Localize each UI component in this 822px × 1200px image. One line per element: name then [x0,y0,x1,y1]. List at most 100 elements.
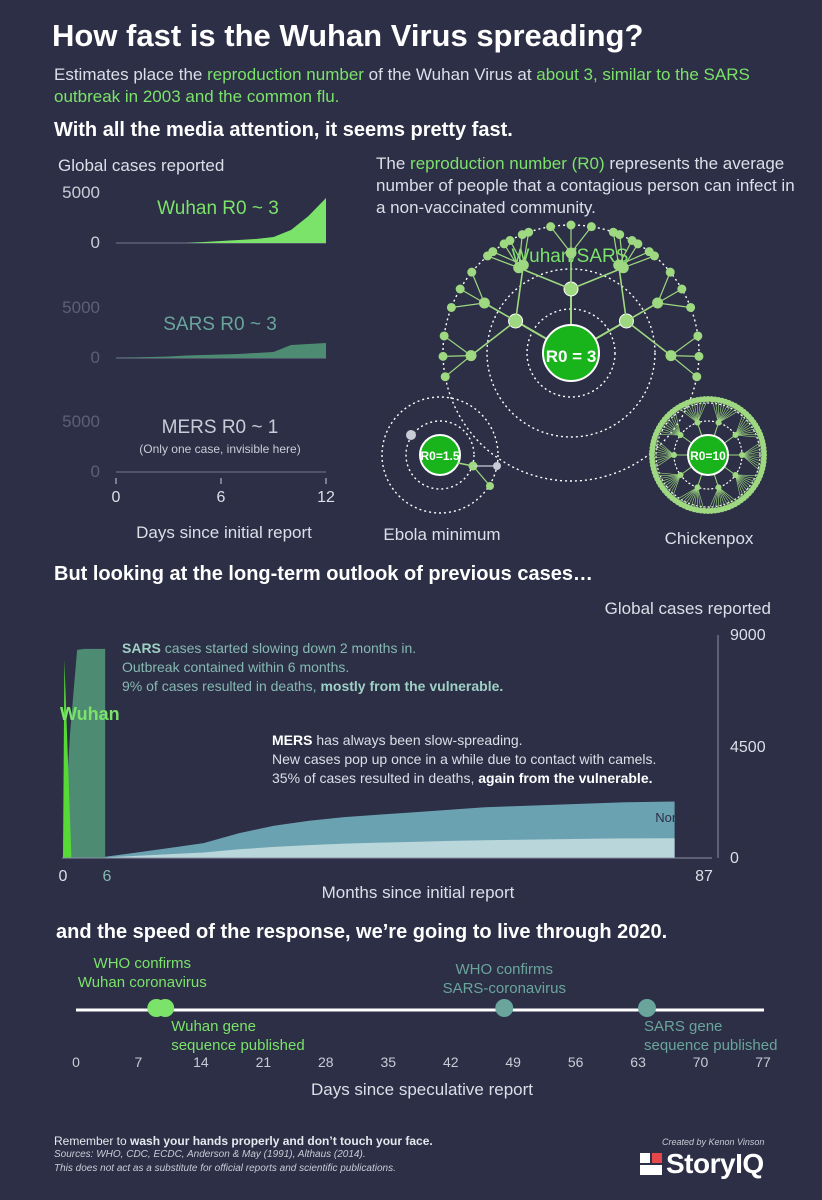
ring [526,308,616,398]
edge [664,474,681,491]
edge [697,399,705,423]
small-charts-ylabel: Global cases reported [58,156,224,175]
timeline-tick: 28 [318,1054,334,1070]
edge [741,447,764,456]
hub-node [419,434,461,476]
edge [657,302,691,309]
edge [741,451,764,456]
node [627,235,637,245]
fatal-label: Fatal [679,838,708,853]
long-y-tick-4500: 4500 [730,739,766,756]
r0-3-network [438,220,704,482]
edge [735,474,747,496]
sars-area [116,343,326,358]
node [760,448,767,455]
sars-note-line3b: mostly from the vulnerable. [320,678,504,694]
edge [487,255,519,269]
edge [741,454,764,459]
credit: Created by Kenon Vinson [662,1137,765,1147]
ebola-label: Ebola minimum [383,525,500,544]
edge [693,487,698,510]
edge [483,302,516,322]
edge [669,474,681,496]
edge [711,487,719,511]
node [446,302,456,312]
edge [735,430,759,436]
mers-panel-label: MERS R0 ~ 1 [162,417,279,438]
edge [677,487,698,503]
edge [714,399,719,423]
edge [741,454,762,473]
node [665,267,675,277]
storyiq-logo-text: StoryIQ [666,1148,764,1179]
footer-sources: Sources: WHO, CDC, ECDC, Anderson & May … [54,1149,366,1160]
edge [735,414,747,436]
node [486,482,494,490]
edge [670,355,699,357]
edge [718,407,739,423]
sars-note: SARS cases started slowing down 2 months… [122,639,503,696]
edge [657,271,671,304]
edge [714,487,719,511]
edge [472,465,491,487]
r0-15-label: R0=1.5 [420,449,459,463]
edge [690,401,698,423]
edge [471,271,485,304]
edge [718,487,726,509]
r0-description: The reproduction number (R0) represents … [376,153,796,219]
timeline-tick: 21 [256,1054,272,1070]
timeline-event-line2: sequence published [171,1037,304,1054]
node [739,452,745,458]
edge [735,474,756,486]
wuhan-panel-label: Wuhan R0 ~ 3 [157,198,279,219]
timeline-tick: 0 [72,1054,80,1070]
edge [618,240,633,266]
edge [718,401,726,423]
wuhan-panel-top-tick: 5000 [62,183,100,202]
intro-part1: Estimates place the [54,65,208,84]
wuhan-long-area [63,659,72,858]
edge [653,454,675,469]
edge [664,419,681,436]
timeline-tick: 63 [630,1054,646,1070]
node [406,430,416,440]
edge [718,487,723,510]
wuhan-area [116,198,326,243]
small-x-tick-6: 6 [217,489,226,506]
sars-long-area [63,648,106,858]
mers-fatal-area [63,838,675,858]
edge [735,474,761,477]
intro-link-estimate: about 3, similar to the SARS outbreak in… [54,65,750,106]
node [524,227,534,237]
sars-note-line2: Outbreak contained within 6 months. [122,659,350,675]
footer-remember: Remember to [54,1134,131,1148]
node [732,471,739,478]
node [671,452,677,458]
timeline-tick: 56 [568,1054,584,1070]
timeline-event-marker [156,999,175,1017]
edge [570,226,592,254]
edge [618,251,650,266]
edge [670,355,698,378]
edge [654,437,675,456]
timeline-events: WHO confirms Wuhan coronavirus Wuhan gene s… [78,955,778,1054]
page-title: How fast is the Wuhan Virus spreading? [52,18,644,53]
edge [735,474,750,494]
edge [735,433,761,436]
edge [735,434,762,438]
intro-part2: of the Wuhan Virus at [363,65,537,84]
long-chart-xlabel: Months since initial report [322,883,515,902]
edge [459,288,485,304]
mers-note-line2: New cases pop up once in a while due to … [272,751,657,767]
edge [718,487,739,503]
long-y-tick-0: 0 [730,850,739,867]
nonfatal-label: Non-fatal [655,810,708,825]
edge [674,409,681,436]
node [715,484,722,491]
timeline-tick: 77 [755,1054,771,1070]
edge [735,474,745,499]
